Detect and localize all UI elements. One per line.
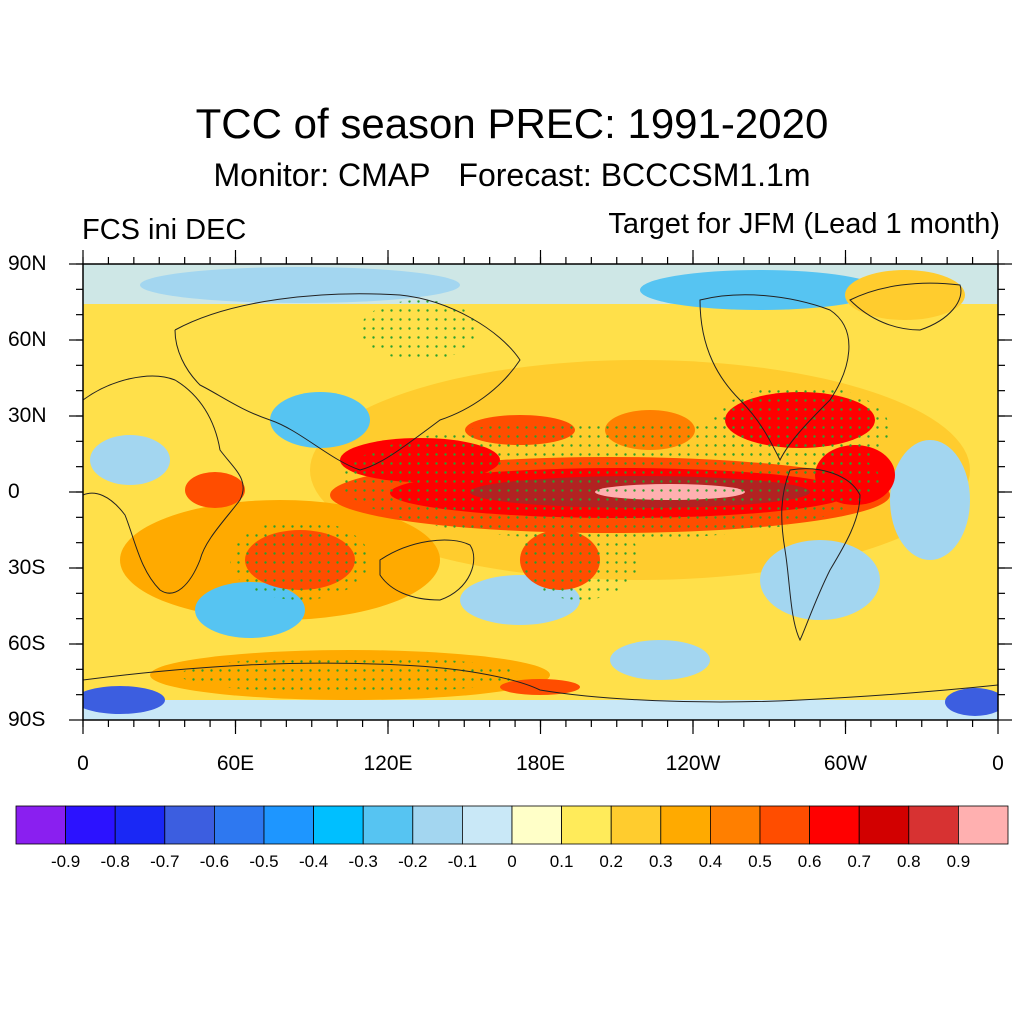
colorbar-swatch [610,805,662,845]
init-label: FCS ini DEC [82,214,247,246]
colorbar-label: -0.9 [50,852,81,871]
lat-tick-label: 60N [8,328,47,351]
colorbar-swatch [710,805,761,845]
colorbar-label: 0.6 [797,852,822,871]
colorbar-label: 0.9 [946,852,971,871]
colorbar-swatch [461,805,513,845]
colorbar-label: 0.8 [896,852,921,871]
colorbar-swatch [759,805,810,845]
colorbar-label: 0 [507,852,517,871]
colorbar-swatch [412,805,463,845]
colorbar-label: 0.5 [748,852,772,871]
lon-tick-label: 120E [363,752,413,775]
colorbar-swatch [511,805,562,845]
colorbar-label: -0.8 [100,852,130,871]
lat-tick-label: 90S [8,708,46,731]
lat-tick-label: 90N [8,252,47,275]
lon-tick-label: 180E [515,752,566,775]
lon-tick-label: 60E [216,752,255,775]
lon-tick-label: 0 [992,752,1004,775]
lat-tick-label: 0 [8,480,20,503]
colorbar-label: -0.2 [398,852,428,871]
colorbar-swatch [958,805,1009,845]
lat-tick-label: 30S [8,556,46,579]
colorbar-swatch [561,805,612,845]
chart-subtitle: Monitor: CMAP Forecast: BCCCSM1.1m [0,155,1024,195]
colorbar-label: -0.4 [298,852,329,871]
colorbar-label: -0.3 [348,852,378,871]
chart-title: TCC of season PREC: 1991-2020 [195,100,829,147]
colorbar [15,805,1009,845]
colorbar-swatch [114,805,166,845]
lon-tick-label: 60W [823,752,868,775]
monitor-label: Monitor: CMAP [213,157,431,193]
colorbar-swatch [15,805,66,845]
lat-tick-label: 60S [8,632,46,655]
coastlines [83,282,998,703]
colorbar-label: -0.7 [150,852,180,871]
colorbar-swatch [362,805,414,845]
colorbar-swatch [313,805,364,845]
colorbar-swatch [213,805,265,845]
colorbar-label: -0.5 [249,852,279,871]
colorbar-swatch [263,805,314,845]
forecast-label: Forecast: BCCCSM1.1m [458,157,811,193]
colorbar-swatch [809,805,860,845]
colorbar-label: 0.2 [599,852,623,871]
colorbar-swatch [65,805,116,845]
colorbar-swatch [660,805,711,845]
colorbar-label: 0.7 [847,852,871,871]
map-field [83,264,998,720]
colorbar-label: -0.1 [447,852,478,871]
lon-tick-label: 0 [77,752,89,775]
colorbar-label: 0.3 [648,852,673,871]
lon-tick-label: 120W [665,752,721,775]
colorbar-swatch [164,805,215,845]
lat-tick-label: 30N [8,404,47,427]
colorbar-label: 0.1 [549,852,574,871]
colorbar-label: -0.6 [199,852,230,871]
colorbar-label: 0.4 [698,852,723,871]
target-label: Target for JFM (Lead 1 month) [608,208,1000,240]
colorbar-swatch [858,805,910,845]
colorbar-swatch [908,805,959,845]
